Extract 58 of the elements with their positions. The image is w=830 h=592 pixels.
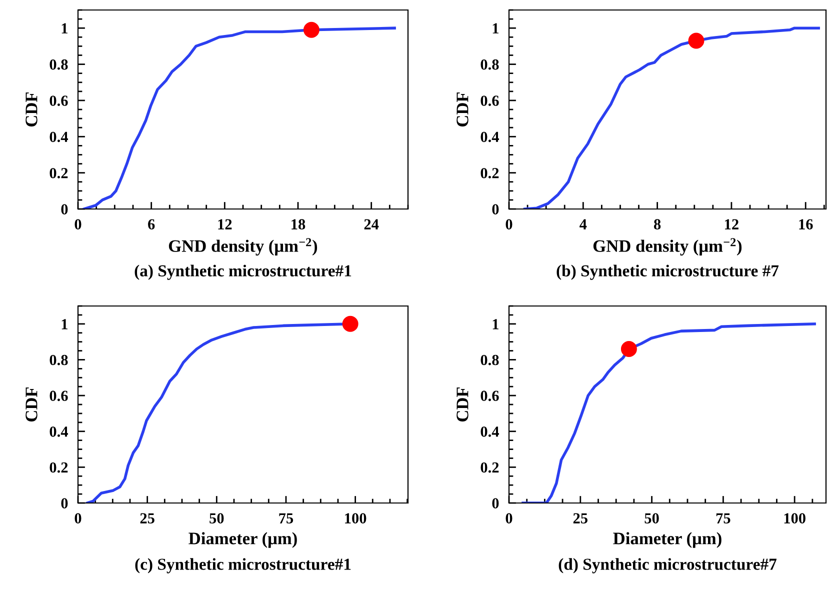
y-tick-label: 0.8 [480,354,499,366]
x-axis-title: Diameter (μm) [188,532,297,548]
y-tick-label: 0.8 [50,59,68,70]
y-tick-label: 0.2 [480,168,499,178]
x-tick-label: 0 [74,513,82,524]
y-tick-label: 0.6 [480,390,499,402]
x-tick-label: 50 [644,513,659,524]
y-tick-label: 0.6 [50,390,68,402]
x-tick-label: 75 [279,513,294,524]
x-tick-label: 25 [140,513,154,524]
text: (d) Synthetic microstructure#7 [558,558,776,574]
x-tick-label: 24 [364,219,379,230]
y-tick-label: 0.6 [50,96,68,106]
y-tick-label: 0.2 [50,168,68,178]
y-tick-label: 0 [492,498,499,508]
y-tick-label: 1 [492,319,498,330]
y-tick-label: 0.4 [50,132,68,142]
y-tick-label: 0.4 [50,426,68,437]
x-axis-title: GND density (μm$^{−2}$) [168,238,318,256]
y-tick-label: 0.2 [480,462,499,473]
x-tick-label: 6 [148,219,155,230]
y-tick-label: 0.8 [480,59,499,70]
x-tick-label: 0 [506,513,512,524]
line-series [522,322,816,503]
y-axis-title: CDF [456,92,468,126]
y-tick-label: 0 [61,204,68,214]
text: (c) Synthetic microstructure#1 [135,558,351,574]
x-tick-label: 12 [218,219,232,230]
x-tick-label: 100 [784,513,806,524]
y-tick-label: 0 [61,498,68,508]
x-tick-label: 25 [573,513,588,524]
x-tick-label: 16 [799,219,813,230]
y-tick-label: 0 [492,204,499,214]
x-tick-label: 0 [506,219,512,230]
x-axis-title: Diameter (μm) [613,532,722,548]
y-axis-title: CDF [26,92,38,126]
y-tick-label: 1 [62,319,68,330]
x-tick-label: 50 [210,513,224,524]
y-axis-title: CDF [26,387,38,422]
line-series [523,26,820,209]
x-tick-label: 75 [716,513,730,524]
x-axis-title: GND density (μm$^{−2}$) [593,238,742,256]
y-tick-label: 0.8 [50,354,68,366]
x-tick-label: 0 [74,219,82,230]
y-tick-label: 1 [492,23,498,34]
y-tick-label: 0.4 [480,426,499,437]
x-tick-label: 12 [725,219,738,230]
y-tick-label: 0.2 [50,462,68,473]
x-tick-label: 100 [345,513,366,524]
x-tick-label: 18 [292,219,306,230]
x-tick-label: 8 [654,219,661,230]
y-tick-label: 0.4 [480,132,499,142]
text: (b) Synthetic microstructure #7 [556,264,779,280]
y-tick-label: 0.6 [480,96,499,106]
x-tick-label: 4 [580,219,587,230]
text: (a) Synthetic microstructure#1 [134,264,352,280]
y-tick-label: 1 [62,23,68,34]
y-axis-title: CDF [456,387,468,422]
